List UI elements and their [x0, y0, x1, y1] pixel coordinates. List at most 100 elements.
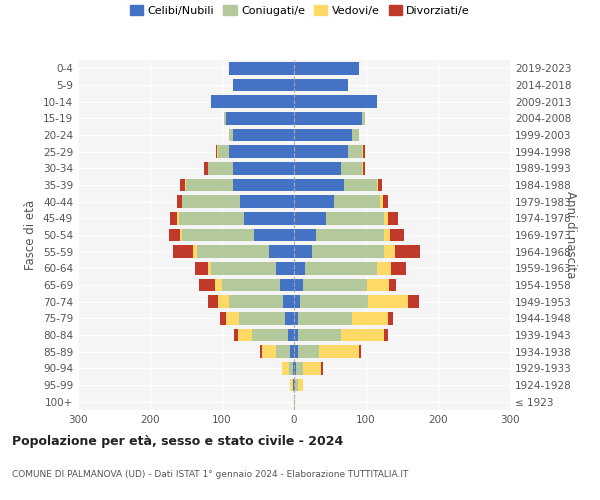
Bar	[298, 312, 352, 324]
Bar	[193, 246, 197, 258]
Bar	[229, 146, 294, 158]
Bar	[204, 162, 208, 174]
Bar	[384, 212, 388, 224]
Bar	[294, 262, 305, 274]
Bar	[294, 279, 302, 291]
Bar	[362, 162, 363, 174]
Bar	[293, 362, 294, 374]
Bar	[179, 179, 185, 192]
Bar	[344, 179, 377, 192]
Bar	[298, 379, 304, 391]
Bar	[294, 229, 316, 241]
Bar	[233, 179, 294, 192]
Bar	[224, 112, 226, 124]
Bar	[283, 296, 294, 308]
Bar	[367, 279, 389, 291]
Bar	[233, 129, 294, 141]
Bar	[300, 296, 368, 308]
Bar	[319, 346, 359, 358]
Bar	[226, 312, 239, 324]
Bar	[234, 329, 238, 341]
Bar	[322, 362, 323, 374]
Bar	[211, 96, 294, 108]
Bar	[294, 96, 377, 108]
Bar	[239, 312, 286, 324]
Bar	[304, 362, 322, 374]
Bar	[194, 262, 208, 274]
Bar	[282, 362, 289, 374]
Bar	[289, 362, 293, 374]
Bar	[316, 229, 384, 241]
Bar	[229, 62, 294, 74]
Bar	[186, 179, 233, 192]
Bar	[391, 262, 406, 274]
Bar	[388, 212, 398, 224]
Bar	[363, 146, 365, 158]
Bar	[290, 379, 293, 391]
Bar	[208, 262, 211, 274]
Bar	[290, 346, 294, 358]
Bar	[218, 146, 229, 158]
Bar	[173, 246, 193, 258]
Bar	[294, 212, 326, 224]
Bar	[384, 329, 388, 341]
Bar	[229, 296, 283, 308]
Bar	[180, 229, 182, 241]
Bar	[288, 329, 294, 341]
Bar	[294, 246, 312, 258]
Bar	[176, 196, 182, 208]
Bar	[218, 296, 229, 308]
Bar	[294, 379, 295, 391]
Bar	[352, 312, 388, 324]
Bar	[305, 262, 377, 274]
Bar	[380, 196, 383, 208]
Bar	[182, 229, 254, 241]
Bar	[368, 296, 408, 308]
Bar	[276, 346, 290, 358]
Bar	[359, 346, 361, 358]
Bar	[341, 329, 384, 341]
Bar	[352, 129, 359, 141]
Y-axis label: Fasce di età: Fasce di età	[25, 200, 37, 270]
Bar	[298, 346, 319, 358]
Bar	[377, 179, 378, 192]
Bar	[179, 212, 244, 224]
Bar	[294, 312, 298, 324]
Bar	[294, 346, 298, 358]
Bar	[170, 212, 178, 224]
Bar	[363, 162, 365, 174]
Y-axis label: Anni di nascita: Anni di nascita	[564, 192, 577, 278]
Bar	[226, 112, 294, 124]
Bar	[389, 279, 396, 291]
Bar	[215, 279, 222, 291]
Bar	[238, 329, 252, 341]
Bar	[269, 246, 294, 258]
Text: COMUNE DI PALMANOVA (UD) - Dati ISTAT 1° gennaio 2024 - Elaborazione TUTTITALIA.: COMUNE DI PALMANOVA (UD) - Dati ISTAT 1°…	[12, 470, 409, 479]
Bar	[199, 279, 215, 291]
Bar	[312, 246, 384, 258]
Bar	[362, 112, 365, 124]
Bar	[233, 79, 294, 92]
Bar	[254, 229, 294, 241]
Bar	[384, 229, 390, 241]
Bar	[294, 62, 359, 74]
Bar	[182, 196, 240, 208]
Bar	[390, 229, 404, 241]
Bar	[294, 396, 295, 408]
Bar	[293, 379, 294, 391]
Bar	[233, 162, 294, 174]
Bar	[211, 262, 276, 274]
Bar	[229, 129, 233, 141]
Bar	[294, 112, 362, 124]
Bar	[362, 146, 363, 158]
Bar	[302, 279, 367, 291]
Bar	[222, 279, 280, 291]
Bar	[240, 196, 294, 208]
Bar	[294, 146, 348, 158]
Bar	[294, 196, 334, 208]
Bar	[298, 329, 341, 341]
Bar	[178, 212, 179, 224]
Bar	[220, 312, 226, 324]
Bar	[348, 146, 362, 158]
Bar	[294, 79, 348, 92]
